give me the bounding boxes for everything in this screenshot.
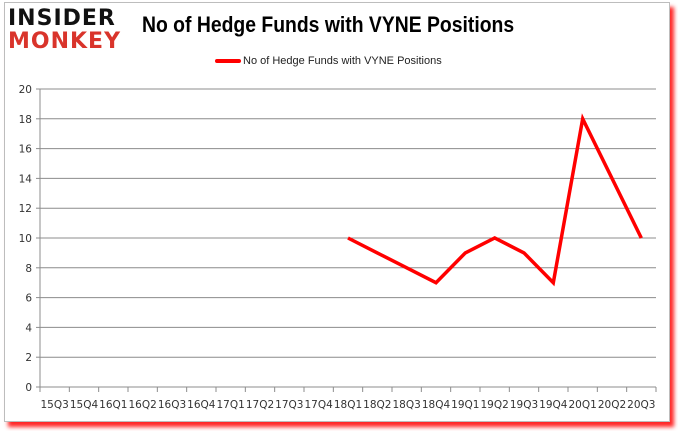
chart-legend: No of Hedge Funds with VYNE Positions: [215, 55, 442, 67]
insider-monkey-logo: INSIDER MONKEY: [6, 6, 126, 54]
x-tick-label: 20Q1: [569, 399, 597, 411]
x-tick-label: 19Q1: [451, 399, 479, 411]
x-tick-label: 20Q3: [627, 399, 655, 411]
x-tick-label: 16Q4: [187, 399, 216, 411]
x-tick-label: 16Q3: [158, 399, 186, 411]
gridlines: [40, 88, 656, 358]
chart-title: No of Hedge Funds with VYNE Positions: [142, 12, 515, 37]
y-tick-label: 4: [25, 322, 32, 334]
x-tick-label: 19Q3: [510, 399, 538, 411]
logo-text-monkey: MONKEY: [8, 29, 122, 54]
x-tick-label: 16Q2: [129, 399, 157, 411]
y-tick-label: 20: [19, 84, 32, 96]
y-tick-label: 8: [25, 263, 32, 275]
y-axis: 0 2 4 6 8 10 12 14 16 18 20: [19, 84, 41, 394]
x-tick-label: 18Q1: [334, 399, 362, 411]
x-tick-label: 18Q3: [393, 399, 421, 411]
x-tick-label: 19Q2: [481, 399, 509, 411]
chart-frame: [4, 2, 670, 422]
y-tick-label: 18: [19, 114, 32, 126]
y-tick-label: 6: [25, 293, 32, 305]
y-tick-label: 0: [25, 382, 32, 394]
x-tick-label: 17Q1: [217, 399, 245, 411]
x-tick-label: 17Q2: [246, 399, 274, 411]
y-tick-label: 12: [19, 203, 32, 215]
x-axis: 15Q3 15Q4 16Q1 16Q2 16Q3 16Q4 17Q1 17Q2 17Q3 17Q4…: [39, 386, 657, 411]
x-tick-label: 18Q2: [363, 399, 391, 411]
x-tick-label: 15Q3: [41, 399, 69, 411]
x-tick-label: 17Q3: [275, 399, 303, 411]
x-tick-label: 18Q4: [422, 399, 451, 411]
x-tick-label: 15Q4: [70, 399, 99, 411]
series-line-hedge-funds: [347, 113, 643, 287]
x-tick-label: 16Q1: [99, 399, 127, 411]
y-tick-label: 16: [19, 144, 33, 156]
legend-line-swatch-icon: [215, 59, 241, 63]
x-tick-label: 20Q2: [598, 399, 626, 411]
y-tick-label: 14: [19, 173, 33, 185]
y-tick-label: 2: [25, 352, 32, 364]
x-tick-label: 19Q4: [539, 399, 568, 411]
y-tick-label: 10: [19, 233, 32, 245]
legend-label: No of Hedge Funds with VYNE Positions: [243, 55, 442, 67]
logo-text-insider: INSIDER: [8, 6, 116, 31]
x-tick-label: 17Q4: [305, 399, 334, 411]
